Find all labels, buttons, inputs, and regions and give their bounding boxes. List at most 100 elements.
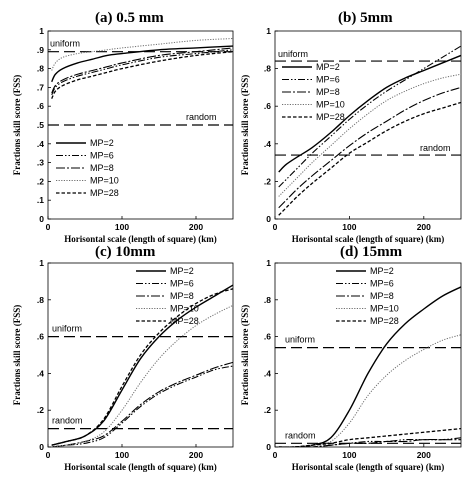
y-tick-label: .6: [264, 101, 271, 111]
y-tick-label: .1: [37, 195, 44, 205]
legend-entry: MP=28: [370, 316, 399, 326]
y-tick-label: .9: [37, 45, 44, 55]
legend-entry: MP=10: [170, 304, 199, 314]
legend-entry: MP=2: [90, 138, 114, 148]
chart-panel-4: (d) 15mm 0 .2 .4 .6 .8 1 0 100 200 Horisontal scal…: [240, 244, 462, 472]
y-tick-label: 1: [266, 258, 271, 268]
x-tick-label: 0: [273, 222, 278, 232]
y-tick-label: .4: [264, 139, 271, 149]
y-tick-label: 1: [39, 26, 44, 36]
y-tick-label: .8: [264, 295, 271, 305]
x-tick-label: 200: [189, 450, 203, 460]
legend-entry: MP=8: [316, 87, 340, 97]
series-line-mp-8: [278, 438, 461, 447]
x-tick-label: 100: [342, 222, 356, 232]
legend-entry: MP=6: [170, 279, 194, 289]
y-axis-label: Fractions skill score (FSS): [240, 305, 250, 406]
reference-label-uniform: uniform: [285, 335, 315, 345]
x-axis-label: Horisontal scale (length of square) (km): [292, 234, 445, 244]
legend-entry: MP=8: [370, 291, 394, 301]
y-axis-label: Fractions skill score (FSS): [12, 75, 22, 176]
legend-entry: MP=2: [370, 266, 394, 276]
y-tick-label: .4: [264, 368, 271, 378]
x-tick-label: 200: [417, 450, 431, 460]
legend-entry: MP=6: [90, 151, 114, 161]
y-tick-label: .8: [264, 64, 271, 74]
series-line-mp-6: [278, 45, 461, 188]
y-tick-label: .7: [37, 82, 44, 92]
series-line-mp-28: [278, 101, 461, 216]
legend-entry: MP=28: [90, 188, 119, 198]
legend-entry: MP=2: [316, 62, 340, 72]
legend: MP=2 MP=6 MP=8 MP=10 MP=28: [56, 138, 119, 198]
legend-entry: MP=8: [90, 163, 114, 173]
legend: MP=2 MP=6 MP=8 MP=10 MP=28: [136, 266, 199, 326]
legend: MP=2 MP=6 MP=8 MP=10 MP=28: [282, 62, 345, 122]
reference-label-uniform: uniform: [278, 49, 308, 59]
series-line-mp-2: [278, 54, 461, 173]
x-tick-label: 100: [342, 450, 356, 460]
reference-label-random: random: [186, 112, 217, 122]
chart-panel-1: (a) 0.5 mm 0 .1 .2 .3 .4 .5 .6 .7 .8 .9 1 0 100 200 Hor…: [12, 10, 234, 244]
plot-frame: [47, 262, 234, 448]
series-line-mp-10: [278, 334, 461, 447]
y-tick-label: 1: [39, 258, 44, 268]
series-line-mp-28: [51, 288, 233, 446]
x-axis-label: Horisontal scale (length of square) (km): [292, 462, 445, 472]
y-tick-label: .6: [37, 332, 44, 342]
y-tick-label: .6: [264, 332, 271, 342]
series-line-mp-6: [51, 49, 233, 96]
reference-label-random: random: [52, 416, 83, 426]
legend-entry: MP=10: [370, 304, 399, 314]
x-tick-label: 0: [273, 450, 278, 460]
x-axis-label: Horisontal scale (length of square) (km): [64, 462, 217, 472]
y-tick-label: 1: [266, 26, 271, 36]
panel-title: (a) 0.5 mm: [95, 10, 164, 26]
y-tick-label: .4: [37, 368, 44, 378]
x-tick-label: 200: [189, 222, 203, 232]
chart-panel-3: (c) 10mm 0 .2 .4 .6 .8 1 0 100 200 Horisontal scal…: [12, 244, 234, 472]
chart-panel-2: (b) 5mm 0 .2 .4 .6 .8 1 0 100 200 Horisontal scale…: [240, 10, 462, 244]
y-tick-label: .2: [37, 176, 44, 186]
y-tick-label: .2: [37, 405, 44, 415]
y-tick-label: .5: [37, 120, 44, 130]
y-tick-label: .8: [37, 295, 44, 305]
x-tick-label: 200: [417, 222, 431, 232]
series-line-mp-10: [278, 73, 461, 197]
y-tick-label: 0: [266, 214, 271, 224]
legend-entry: MP=2: [170, 266, 194, 276]
series-line-mp-8: [51, 47, 233, 94]
panel-title: (c) 10mm: [95, 244, 156, 260]
y-axis-label: Fractions skill score (FSS): [240, 75, 250, 176]
series-line-mp-10: [51, 38, 233, 71]
x-tick-label: 0: [46, 222, 51, 232]
legend-entry: MP=28: [170, 316, 199, 326]
y-axis-label: Fractions skill score (FSS): [12, 305, 22, 406]
y-tick-label: .2: [264, 405, 271, 415]
series-line-mp-28: [278, 427, 461, 447]
legend-entry: MP=6: [370, 279, 394, 289]
series-line-mp-10: [51, 304, 233, 447]
y-tick-label: .8: [37, 64, 44, 74]
plot-frame: [274, 30, 462, 220]
y-tick-label: .6: [37, 101, 44, 111]
panel-title: (d) 15mm: [340, 244, 403, 260]
reference-label-random: random: [285, 430, 316, 440]
y-tick-label: 0: [266, 442, 271, 452]
series-line-mp-8: [278, 86, 461, 209]
y-tick-label: .4: [37, 139, 44, 149]
legend-entry: MP=28: [316, 112, 345, 122]
x-tick-label: 100: [115, 450, 129, 460]
series-line-mp-28: [51, 51, 233, 99]
y-tick-label: 0: [39, 442, 44, 452]
reference-label-uniform: uniform: [50, 39, 80, 49]
y-tick-label: 0: [39, 214, 44, 224]
y-tick-label: .3: [37, 158, 44, 168]
series-line-mp-6: [51, 365, 233, 447]
y-tick-label: .2: [264, 176, 271, 186]
series-line-mp-8: [51, 361, 233, 447]
x-tick-label: 100: [115, 222, 129, 232]
legend-entry: MP=6: [316, 75, 340, 85]
legend-entry: MP=8: [170, 291, 194, 301]
